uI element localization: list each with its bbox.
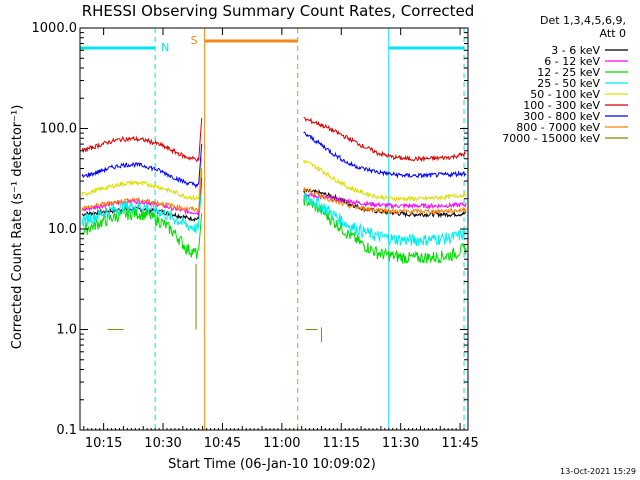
y-axis-label: Corrected Count Rate (s⁻¹ detector⁻¹) [10,105,25,350]
legend-header-line-2: Att 0 [600,27,626,40]
series-line-7 [81,131,467,189]
x-tick-label-7: 11:45 [441,436,478,451]
footer-date: 13-Oct-2021 15:29 [560,467,636,476]
chart-title: RHESSI Observing Summary Count Rates, Co… [82,2,475,20]
series-line-3 [81,194,467,264]
axes: 10:15 10:30 10:45 11:00 11:15 11:30 11:45 0.1 1.… [32,21,479,451]
series-line-8 [81,168,467,215]
x-tick-label-6: 11:30 [382,436,419,451]
series-line-5 [81,156,467,203]
x-tick-label-4: 11:00 [263,436,300,451]
series-line-6 [81,116,467,163]
y-tick-label-4: 100.0 [40,122,77,137]
y-tick-label-5: 1000.0 [32,21,78,36]
x-tick-label-1: 10:15 [85,436,122,451]
series-line-9 [107,263,322,343]
x-tick-label-2: 10:30 [144,436,181,451]
legend-header-line-1: Det 1,3,4,5,6,9, [540,14,626,27]
plot-frame [79,27,469,431]
series-lines [81,116,467,343]
y-tick-label-3: 10.0 [48,222,77,237]
legend-label-1: 3 - 6 keV [551,44,600,57]
legend-label-9: 7000 - 15000 keV [502,132,600,145]
orbit-markers: NS [79,28,465,430]
legend-label-8: 800 - 7000 keV [516,121,600,134]
night-label: N [161,41,169,54]
series-line-4 [81,187,467,247]
legend-label-7: 300 - 800 keV [523,110,600,123]
y-tick-label-1: 0.1 [56,423,77,438]
x-tick-label-5: 11:15 [323,436,360,451]
legend-label-6: 100 - 300 keV [523,99,600,112]
legend-label-4: 25 - 50 keV [537,77,600,90]
y-tick-label-2: 1.0 [56,323,77,338]
saa-label: S [191,34,198,47]
x-axis-label: Start Time (06-Jan-10 10:09:02) [168,457,376,472]
legend-label-2: 6 - 12 keV [544,55,600,68]
legend-label-3: 12 - 25 keV [537,66,600,79]
legend-label-5: 50 - 100 keV [530,88,600,101]
x-tick-label-3: 10:45 [204,436,241,451]
